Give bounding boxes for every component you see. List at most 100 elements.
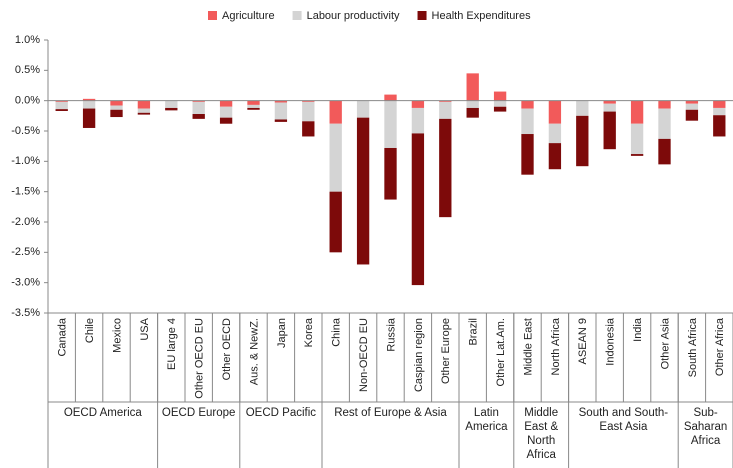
bar-segment <box>274 100 288 103</box>
bar-segment <box>466 107 479 118</box>
bar-segment <box>548 100 562 124</box>
bar-segment <box>466 100 479 108</box>
x-tick-label: Other Africa <box>714 317 726 376</box>
y-tick-label: 0.0% <box>15 95 40 107</box>
y-tick-label: 1.0% <box>15 34 40 46</box>
bar-segment <box>247 100 260 105</box>
x-tick-label: Other Europe <box>440 318 452 384</box>
x-tick-label: Other Asia <box>659 317 671 369</box>
bar-segment <box>329 123 342 192</box>
group-label: Latin America <box>465 407 508 433</box>
bar-segment <box>110 100 123 106</box>
bar-segment <box>658 100 671 109</box>
x-tick-label: Other OECD EU <box>194 318 206 399</box>
bar-segment <box>630 100 644 124</box>
bar-segment <box>356 100 370 118</box>
bar-segment <box>521 108 534 135</box>
y-tick-label: -0.5% <box>11 125 40 137</box>
group-label: OECD America <box>63 407 142 419</box>
x-tick-label: India <box>632 317 644 342</box>
group-label: Middle East & North Africa <box>524 407 559 461</box>
bar-segment <box>329 191 342 253</box>
legend-swatch <box>417 11 427 20</box>
x-tick-label: Chile <box>84 318 96 343</box>
bar-segment <box>521 134 534 175</box>
x-tick-label: Non-OECD EU <box>358 318 370 392</box>
bar-segment <box>384 147 397 200</box>
x-tick-label: Mexico <box>111 318 123 353</box>
legend-label: Health Expenditures <box>432 10 532 22</box>
bar-segment <box>658 138 671 165</box>
group-label: South and South-East Asia <box>578 407 669 433</box>
x-tick-label: USA <box>139 317 151 340</box>
bar-segment <box>274 119 288 122</box>
bar-segment <box>192 100 205 102</box>
bar-segment <box>302 100 315 102</box>
bar-segment <box>302 101 315 122</box>
x-tick-label: Canada <box>57 317 69 356</box>
bar-segment <box>192 101 205 115</box>
x-tick-label: Aus. & NewZ. <box>248 318 260 385</box>
x-tick-label: South Africa <box>687 317 699 377</box>
bar-segment <box>603 100 616 104</box>
bar-segment <box>439 101 452 119</box>
bar-segment <box>603 103 616 112</box>
bar-segment <box>493 106 507 112</box>
bar-segment <box>685 103 699 110</box>
bar-segment <box>439 100 452 102</box>
x-tick-label: Japan <box>276 318 288 348</box>
bar-segment <box>247 104 260 108</box>
bar-segment <box>219 106 233 118</box>
bar-segment <box>110 105 123 110</box>
y-tick-label: -2.0% <box>11 216 40 228</box>
bar-segment <box>165 107 178 111</box>
bar-segment <box>82 98 96 101</box>
legend-label: Agriculture <box>222 10 275 22</box>
legend-swatch <box>208 11 217 20</box>
bar-segment <box>466 73 479 101</box>
bar-segment <box>411 107 425 134</box>
y-tick-label: -2.5% <box>11 246 40 258</box>
bar-segment <box>247 107 260 110</box>
bar-segment <box>82 108 96 128</box>
bar-segment <box>713 115 726 137</box>
bar-segment <box>493 91 507 101</box>
bar-segment <box>192 114 205 119</box>
x-tick-label: EU large 4 <box>166 318 178 370</box>
bar-segment <box>603 111 616 150</box>
x-tick-label: Korea <box>303 317 315 347</box>
x-tick-label: Other OECD <box>221 318 233 380</box>
bar-segment <box>165 100 178 108</box>
x-tick-label: Brazil <box>468 318 480 346</box>
bar-segment <box>548 143 562 170</box>
bar-segment <box>411 133 425 286</box>
bar-segment <box>302 121 315 137</box>
bar-segment <box>576 115 589 167</box>
bar-segment <box>219 117 233 124</box>
legend-swatch <box>292 11 302 20</box>
bar-segment <box>576 100 589 116</box>
group-label: OECD Pacific <box>245 407 317 419</box>
bar-segment <box>521 100 534 109</box>
group-label: Rest of Europe & Asia <box>334 407 447 419</box>
bar-segment <box>384 100 397 148</box>
bar-segment <box>55 101 68 110</box>
y-tick-label: -3.5% <box>11 307 40 319</box>
x-tick-label: Indonesia <box>605 317 617 366</box>
bar-segment <box>219 100 233 107</box>
bar-segment <box>713 100 726 108</box>
bar-segment <box>630 154 644 156</box>
y-tick-label: -1.0% <box>11 155 40 167</box>
legend-label: Labour productivity <box>307 10 400 22</box>
y-tick-label: -1.5% <box>11 186 40 198</box>
bar-segment <box>548 123 562 144</box>
bar-segment <box>55 100 68 102</box>
y-tick-label: -3.0% <box>11 277 40 289</box>
bar-segment <box>713 107 726 116</box>
bar-segment <box>658 108 671 139</box>
group-label: OECD Europe <box>161 407 236 419</box>
bar-segment <box>411 100 425 108</box>
x-tick-label: North Africa <box>550 317 562 375</box>
